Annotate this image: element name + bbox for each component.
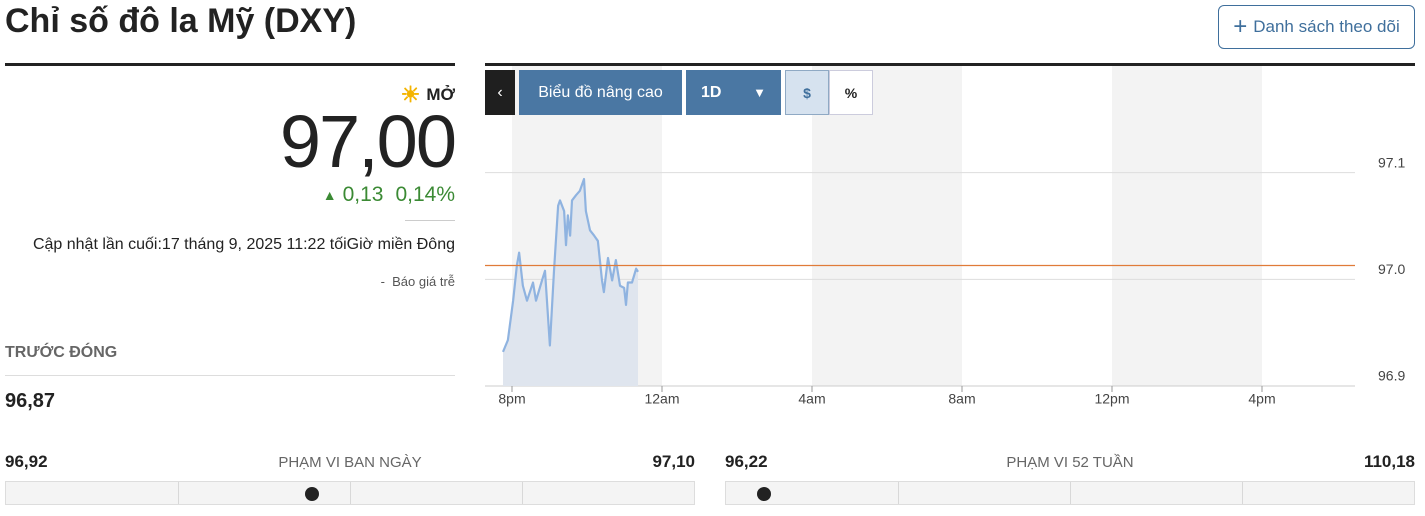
x-tick-label: 4am [798,391,825,407]
divider [405,220,455,221]
range-divider [178,482,179,504]
range-high: 97,10 [652,452,695,471]
up-arrow: ▲ [322,187,337,203]
x-tick-label: 8am [948,391,975,407]
market-status: ☀ MỞ [401,82,455,108]
range-divider [1070,482,1071,504]
change-row: ▲ 0,13 0,14% [323,183,455,207]
range-bar [5,481,695,505]
change-percent: 0,14% [395,183,455,206]
last-updated: Cập nhật lần cuối:17 tháng 9, 2025 11:22… [32,236,455,253]
interval-label: 1D [701,83,722,101]
chart-top-border [485,63,1415,66]
price: 97,00 [279,100,457,183]
range-divider [1242,482,1243,504]
y-tick-label: 97.0 [1378,261,1405,277]
range-low: 96,92 [5,452,48,471]
session-shade [812,66,962,386]
range-high: 110,18 [1363,452,1415,471]
sun-icon: ☀ [400,82,421,107]
range-divider [350,482,351,504]
mode-button[interactable]: % [829,70,873,115]
range-label: PHẠM VI BAN NGÀY [278,454,422,471]
collapse-button[interactable]: ‹ [485,70,515,115]
plus-icon: + [1233,13,1248,40]
divider [5,375,455,376]
session-shade [1112,66,1262,386]
watchlist-label: Danh sách theo dõi [1253,17,1400,36]
range-bar [725,481,1415,505]
page-title: Chỉ số đô la Mỹ (DXY) [5,2,357,40]
series-line [501,177,639,353]
delay-note: - Báo giá trễ [380,274,455,289]
series-area [503,179,638,386]
range-label: PHẠM VI 52 TUẦN [1006,454,1134,471]
y-tick-label: 97.1 [1378,154,1405,170]
mode-button[interactable]: $ [785,70,829,115]
x-tick-label: 12pm [1094,391,1129,407]
y-tick-label: 96.9 [1378,368,1405,384]
dropdown-caret: ▼ [753,85,766,100]
divider [5,63,455,66]
watchlist-button[interactable]: + Danh sách theo dõi [1218,5,1415,49]
prev-close-value: 96,87 [5,390,56,412]
x-tick-label: 4pm [1248,391,1275,407]
x-tick-label: 12am [644,391,679,407]
range-marker [757,487,772,501]
range-divider [522,482,523,504]
delay-text: Báo giá trễ [392,274,455,289]
change: 0,13 [342,183,384,206]
advanced-chart-button[interactable]: Biểu đồ nâng cao [519,70,682,115]
status-text: MỞ [426,85,455,104]
prev-close-label: TRƯỚC ĐÓNG [5,344,118,361]
range-low: 96,22 [725,452,768,471]
x-tick-label: 8pm [498,391,525,407]
range-marker [304,487,319,501]
interval-dropdown[interactable]: 1D ▼ [686,70,781,115]
range-divider [898,482,899,504]
